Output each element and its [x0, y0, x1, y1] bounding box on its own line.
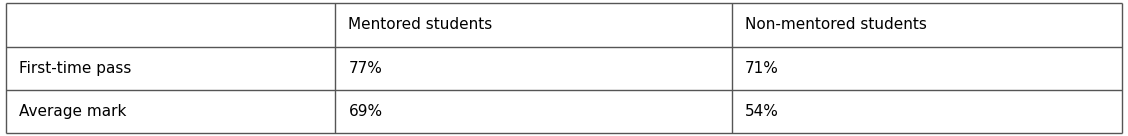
Text: First-time pass: First-time pass [19, 61, 132, 76]
Text: Mentored students: Mentored students [349, 17, 493, 32]
Text: 77%: 77% [349, 61, 382, 76]
Text: 71%: 71% [744, 61, 778, 76]
Text: Average mark: Average mark [19, 104, 126, 119]
Text: 69%: 69% [349, 104, 382, 119]
Text: 54%: 54% [744, 104, 778, 119]
Text: Non-mentored students: Non-mentored students [744, 17, 927, 32]
